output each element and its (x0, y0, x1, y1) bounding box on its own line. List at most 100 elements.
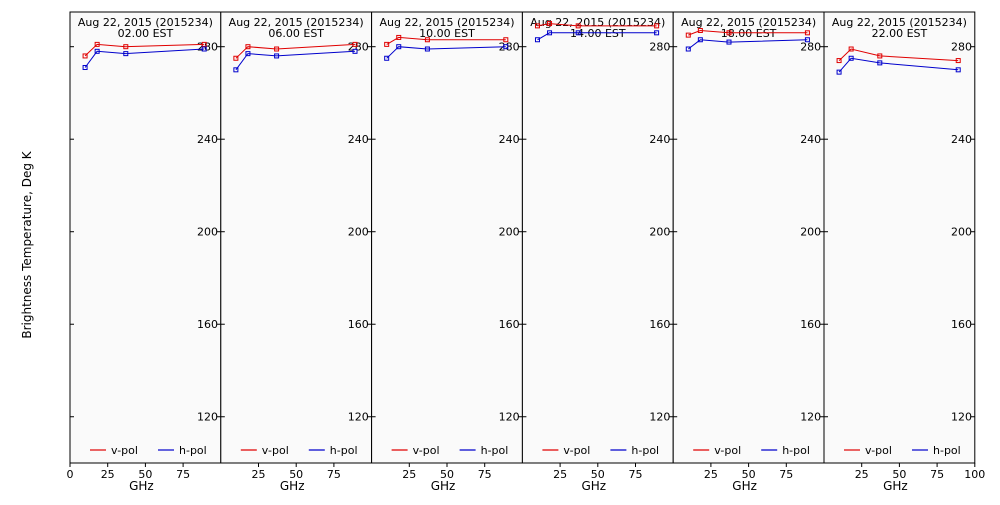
legend-label: v-pol (262, 444, 289, 457)
data-point-h-pol (503, 44, 509, 50)
x-tick-label: 50 (289, 468, 303, 481)
series-line-v-pol (235, 43, 356, 59)
y-tick-label: 280 (649, 41, 670, 54)
x-tick-label: 25 (553, 468, 567, 481)
y-tick-label: 200 (951, 226, 972, 239)
data-point-v-pol (836, 58, 842, 64)
data-point-v-pol (877, 53, 883, 59)
series-line-v-pol (84, 43, 205, 57)
data-point-h-pol (534, 37, 540, 43)
data-point-v-pol (245, 44, 251, 50)
y-tick-label: 200 (499, 226, 520, 239)
legend-label: v-pol (865, 444, 892, 457)
series-line-v-pol (537, 23, 657, 27)
legend-label: h-pol (481, 444, 509, 457)
x-axis-title: GHz (732, 479, 757, 493)
x-tick-label: 25 (855, 468, 869, 481)
data-point-h-pol (726, 39, 732, 45)
legend-label: h-pol (782, 444, 810, 457)
data-point-h-pol (384, 55, 390, 61)
legend-label: v-pol (413, 444, 440, 457)
data-point-h-pol (396, 44, 402, 50)
panel-subtitle: 10.00 EST (419, 27, 475, 40)
data-point-h-pol (836, 69, 842, 75)
data-point-v-pol (575, 23, 581, 29)
panel-title: Aug 22, 2015 (2015234) (229, 16, 364, 29)
y-tick-label: 160 (499, 318, 520, 331)
y-tick-label: 120 (951, 411, 972, 424)
data-point-h-pol (233, 67, 239, 73)
x-tick-label: 50 (591, 468, 605, 481)
y-tick-label: 120 (499, 411, 520, 424)
series-line-h-pol (687, 39, 808, 50)
data-point-v-pol (94, 41, 100, 47)
panel-subtitle: 06.00 EST (268, 27, 324, 40)
panel-frame (371, 11, 523, 464)
data-point-v-pol (201, 41, 207, 47)
data-point-v-pol (274, 46, 280, 52)
y-tick-label: 280 (197, 41, 218, 54)
series-line-h-pol (386, 46, 506, 59)
y-tick-label: 120 (197, 411, 218, 424)
x-tick-label: 50 (138, 468, 152, 481)
data-point-h-pol (201, 46, 207, 52)
y-tick-label: 200 (348, 226, 369, 239)
data-point-h-pol (848, 55, 854, 61)
panel-title: Aug 22, 2015 (2015234) (78, 16, 213, 29)
y-tick-label: 240 (649, 133, 670, 146)
data-point-v-pol (804, 30, 810, 36)
panel-subtitle: 18.00 EST (721, 27, 777, 40)
y-tick-label: 120 (800, 411, 821, 424)
data-point-v-pol (534, 23, 540, 29)
x-tick-label: 75 (327, 468, 341, 481)
y-tick-label: 240 (800, 133, 821, 146)
series-line-h-pol (235, 50, 356, 71)
series-line-h-pol (537, 32, 657, 41)
panel-subtitle: 22.00 EST (872, 27, 928, 40)
legend-label: h-pol (330, 444, 358, 457)
panel-title: Aug 22, 2015 (2015234) (681, 16, 816, 29)
data-point-h-pol (685, 46, 691, 52)
data-point-h-pol (877, 60, 883, 66)
x-axis-title: GHz (280, 479, 305, 493)
panel-title: Aug 22, 2015 (2015234) (379, 16, 514, 29)
x-tick-label: 50 (892, 468, 906, 481)
panels: 120 160 200 240 280 0 25 50 75 GHz Aug 22, 2015 (2… (67, 11, 985, 493)
data-point-v-pol (424, 37, 430, 43)
y-tick-label: 280 (800, 41, 821, 54)
y-tick-label: 200 (649, 226, 670, 239)
data-point-h-pol (697, 37, 703, 43)
data-point-v-pol (547, 21, 553, 27)
y-axis-title: Brightness Temperature, Deg K (20, 150, 34, 338)
y-tick-label: 240 (197, 133, 218, 146)
x-tick-label: 75 (176, 468, 190, 481)
panel-subtitle: 14.00 EST (570, 27, 626, 40)
x-tick-label: 75 (779, 468, 793, 481)
panel-frame (69, 11, 222, 464)
data-point-h-pol (352, 48, 358, 54)
x-tick-label: 25 (704, 468, 718, 481)
data-point-v-pol (726, 30, 732, 36)
x-tick-label: 25 (101, 468, 115, 481)
x-axis-title: GHz (129, 479, 154, 493)
panel-title: Aug 22, 2015 (2015234) (832, 16, 967, 29)
data-point-h-pol (547, 30, 553, 36)
legend-label: v-pol (563, 444, 590, 457)
data-point-v-pol (82, 53, 88, 59)
data-point-v-pol (352, 41, 358, 47)
panel-subtitle: 02.00 EST (118, 27, 174, 40)
series-line-v-pol (838, 48, 959, 62)
legend-label: h-pol (933, 444, 961, 457)
data-point-v-pol (848, 46, 854, 52)
y-tick-label: 160 (348, 318, 369, 331)
y-tick-label: 240 (499, 133, 520, 146)
data-point-v-pol (384, 41, 390, 47)
x-tick-label: 100 (964, 468, 985, 481)
legend-label: h-pol (631, 444, 659, 457)
x-tick-label: 50 (440, 468, 454, 481)
data-point-h-pol (424, 46, 430, 52)
y-tick-label: 240 (348, 133, 369, 146)
